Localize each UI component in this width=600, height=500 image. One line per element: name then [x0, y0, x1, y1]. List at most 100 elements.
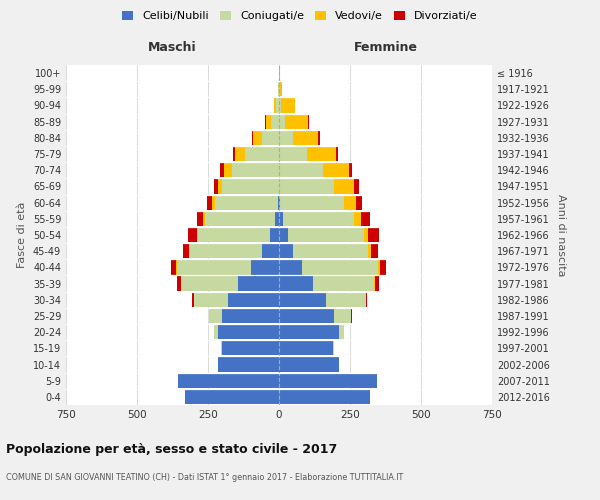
Bar: [212, 196, 215, 209]
Bar: [279, 244, 293, 258]
Bar: [349, 163, 352, 178]
Bar: [252, 130, 253, 145]
Bar: [344, 196, 356, 209]
Bar: [302, 260, 379, 274]
Bar: [279, 374, 377, 388]
Bar: [333, 341, 334, 355]
Bar: [276, 98, 279, 112]
Bar: [279, 292, 326, 307]
Bar: [222, 341, 279, 355]
Bar: [188, 228, 197, 242]
Bar: [323, 163, 349, 178]
Bar: [368, 228, 379, 242]
Bar: [198, 228, 271, 242]
Bar: [293, 244, 368, 258]
Bar: [287, 228, 364, 242]
Bar: [218, 358, 279, 372]
Bar: [221, 341, 222, 355]
Bar: [279, 260, 302, 274]
Bar: [354, 180, 359, 194]
Bar: [279, 98, 281, 112]
Bar: [205, 212, 275, 226]
Bar: [356, 196, 362, 209]
Bar: [262, 130, 279, 145]
Bar: [371, 244, 378, 258]
Bar: [207, 196, 212, 209]
Bar: [271, 228, 279, 242]
Bar: [266, 114, 271, 129]
Bar: [209, 309, 222, 323]
Bar: [334, 309, 352, 323]
Bar: [181, 276, 238, 290]
Bar: [364, 228, 368, 242]
Bar: [214, 180, 218, 194]
Bar: [238, 276, 279, 290]
Bar: [354, 212, 361, 226]
Bar: [253, 130, 262, 145]
Bar: [338, 325, 344, 340]
Bar: [190, 244, 262, 258]
Bar: [271, 114, 279, 129]
Bar: [279, 358, 338, 372]
Bar: [220, 163, 224, 178]
Bar: [235, 147, 245, 161]
Bar: [279, 147, 307, 161]
Bar: [336, 147, 338, 161]
Bar: [279, 309, 334, 323]
Bar: [278, 196, 279, 209]
Bar: [215, 196, 278, 209]
Bar: [279, 341, 333, 355]
Bar: [245, 147, 279, 161]
Bar: [218, 180, 222, 194]
Bar: [307, 147, 336, 161]
Text: COMUNE DI SAN GIOVANNI TEATINO (CH) - Dati ISTAT 1° gennaio 2017 - Elaborazione : COMUNE DI SAN GIOVANNI TEATINO (CH) - Da…: [6, 472, 403, 482]
Bar: [279, 114, 285, 129]
Bar: [228, 292, 279, 307]
Bar: [361, 212, 370, 226]
Bar: [281, 98, 295, 112]
Bar: [232, 163, 279, 178]
Bar: [279, 228, 287, 242]
Y-axis label: Anni di nascita: Anni di nascita: [556, 194, 566, 276]
Bar: [379, 260, 380, 274]
Bar: [293, 130, 318, 145]
Bar: [285, 114, 308, 129]
Bar: [222, 309, 279, 323]
Bar: [222, 180, 279, 194]
Bar: [279, 325, 338, 340]
Bar: [218, 325, 279, 340]
Bar: [193, 292, 194, 307]
Bar: [279, 390, 370, 404]
Bar: [366, 292, 367, 307]
Bar: [279, 180, 334, 194]
Text: Maschi: Maschi: [148, 40, 197, 54]
Legend: Celibi/Nubili, Coniugati/e, Vedovi/e, Divorziati/e: Celibi/Nubili, Coniugati/e, Vedovi/e, Di…: [122, 10, 478, 21]
Bar: [313, 276, 374, 290]
Bar: [274, 98, 276, 112]
Bar: [380, 260, 386, 274]
Bar: [224, 163, 232, 178]
Bar: [194, 292, 228, 307]
Bar: [374, 276, 375, 290]
Bar: [279, 163, 323, 178]
Y-axis label: Fasce di età: Fasce di età: [17, 202, 27, 268]
Bar: [375, 276, 379, 290]
Bar: [283, 212, 354, 226]
Bar: [197, 212, 203, 226]
Bar: [280, 196, 344, 209]
Bar: [279, 276, 313, 290]
Bar: [279, 212, 283, 226]
Bar: [262, 244, 279, 258]
Bar: [177, 260, 251, 274]
Bar: [185, 390, 279, 404]
Bar: [183, 244, 188, 258]
Bar: [188, 244, 190, 258]
Bar: [197, 228, 198, 242]
Bar: [279, 196, 280, 209]
Bar: [334, 180, 354, 194]
Bar: [251, 260, 279, 274]
Bar: [280, 82, 282, 96]
Bar: [279, 130, 293, 145]
Bar: [178, 276, 181, 290]
Text: Femmine: Femmine: [353, 40, 418, 54]
